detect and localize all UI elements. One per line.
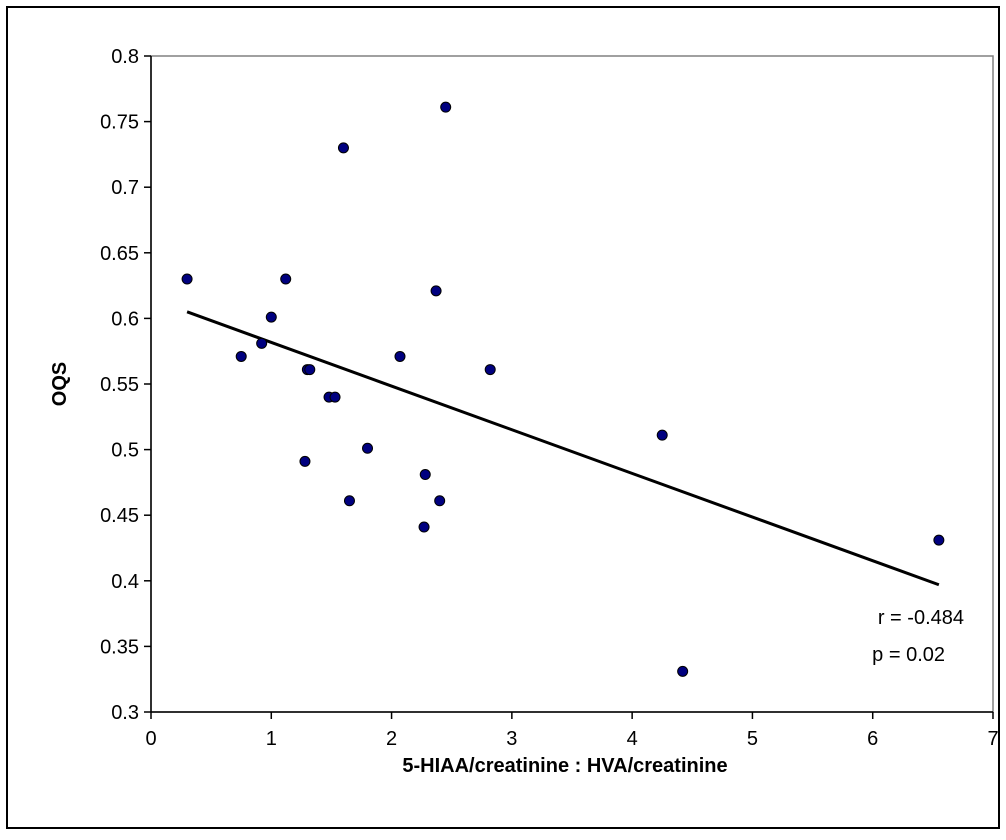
x-tick-label: 6 <box>867 728 878 750</box>
data-point <box>419 469 431 481</box>
data-point <box>280 273 292 285</box>
y-tick-label: 0.75 <box>100 112 139 134</box>
y-axis: 0.3 0.35 0.4 0.45 0.5 0.55 0.6 0.65 0.7 0.75 0.8 <box>100 46 152 724</box>
x-tick-label: 4 <box>627 728 638 750</box>
x-tick-label: 1 <box>266 728 277 750</box>
data-point <box>933 534 945 546</box>
trendline <box>186 310 940 587</box>
data-point <box>434 495 446 507</box>
x-tick-label: 5 <box>747 728 758 750</box>
data-point <box>343 495 355 507</box>
data-point <box>677 665 689 677</box>
x-axis-title: 5-HIAA/creatinine : HVA/creatinine <box>402 755 727 777</box>
y-tick-label: 0.45 <box>100 505 139 527</box>
data-point <box>235 350 247 362</box>
data-point <box>299 455 311 467</box>
data-points <box>181 101 945 677</box>
data-point <box>430 285 442 297</box>
y-axis-title: OQS <box>49 362 71 406</box>
plot-area <box>150 55 994 713</box>
data-point <box>181 273 193 285</box>
data-point <box>329 391 341 403</box>
data-point <box>337 142 349 154</box>
x-axis: 0 1 2 3 4 5 6 7 <box>145 711 999 750</box>
y-tick-label: 0.35 <box>100 636 139 658</box>
x-tick-label: 0 <box>145 728 156 750</box>
y-tick-label: 0.4 <box>111 571 139 593</box>
x-tick-label: 3 <box>506 728 517 750</box>
data-point <box>304 364 316 376</box>
y-tick-label: 0.6 <box>111 308 139 330</box>
data-point <box>484 364 496 376</box>
data-point <box>440 101 452 113</box>
trendline-layer <box>186 310 940 587</box>
y-tick-label: 0.65 <box>100 243 139 265</box>
data-point <box>418 521 430 533</box>
x-tick-label: 7 <box>987 728 998 750</box>
y-tick-label: 0.5 <box>111 440 139 462</box>
y-tick-label: 0.8 <box>111 46 139 68</box>
y-tick-label: 0.7 <box>111 177 139 199</box>
y-tick-label: 0.3 <box>111 702 139 724</box>
data-point <box>362 442 374 454</box>
data-point <box>256 337 268 349</box>
data-point <box>394 350 406 362</box>
correlation-annotation: r = -0.484 <box>878 607 964 629</box>
p-value-annotation: p = 0.02 <box>872 644 945 666</box>
data-point <box>265 311 277 323</box>
y-tick-label: 0.55 <box>100 374 139 396</box>
x-tick-label: 2 <box>386 728 397 750</box>
data-point <box>656 429 668 441</box>
